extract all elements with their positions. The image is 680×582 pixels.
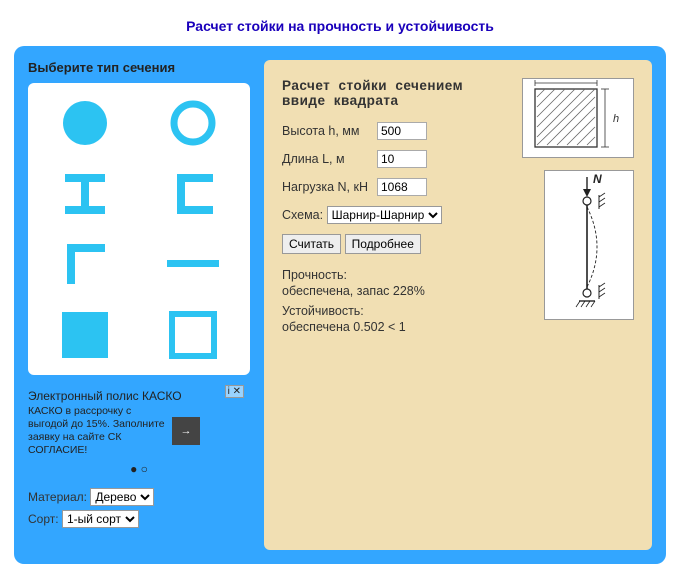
scheme-load-label: N xyxy=(593,172,602,186)
load-row: Нагрузка N, кН xyxy=(282,178,514,196)
circle-outline-icon xyxy=(169,99,217,147)
ad-arrow-button[interactable]: → xyxy=(172,417,200,445)
page-title: Расчет стойки на прочность и устойчивост… xyxy=(0,0,680,46)
left-column: Выберите тип сечения xyxy=(28,60,250,532)
shape-circle-filled[interactable] xyxy=(47,93,123,153)
scheme-diagram-svg: N xyxy=(545,171,633,319)
bar-icon xyxy=(165,240,221,288)
shape-angle[interactable] xyxy=(47,234,123,294)
length-input[interactable] xyxy=(377,150,427,168)
angle-icon xyxy=(61,240,109,288)
material-select[interactable]: Дерево xyxy=(90,488,154,506)
shape-channel[interactable] xyxy=(155,164,231,224)
diagram-column: h N xyxy=(522,78,634,490)
section-diagram: h xyxy=(522,78,634,158)
shape-bar[interactable] xyxy=(155,234,231,294)
sort-row: Сорт: 1-ый сорт xyxy=(28,510,250,528)
scheme-diagram: N xyxy=(544,170,634,320)
scheme-row: Схема: Шарнир-Шарнир xyxy=(282,206,514,224)
ad-badge[interactable]: i ✕ xyxy=(225,385,244,398)
shape-square-outline[interactable] xyxy=(155,305,231,365)
height-row: Высота h, мм xyxy=(282,122,514,140)
material-label: Материал: xyxy=(28,490,87,504)
load-input[interactable] xyxy=(377,178,427,196)
ad-block: i ✕ Электронный полис КАСКО КАСКО в расс… xyxy=(28,385,250,484)
height-input[interactable] xyxy=(377,122,427,140)
square-outline-icon xyxy=(168,310,218,360)
strength-value: обеспечена, запас 228% xyxy=(282,284,514,298)
scheme-label: Схема: xyxy=(282,208,323,222)
form-area: Расчет стойки сечением ввиде квадрата Вы… xyxy=(282,78,514,490)
material-row: Материал: Дерево xyxy=(28,488,250,506)
stability-label: Устойчивость: xyxy=(282,304,514,318)
ad-text: КАСКО в рассрочку с выгодой до 15%. Запо… xyxy=(28,405,168,458)
ad-title: Электронный полис КАСКО xyxy=(28,389,250,403)
main-container: Выберите тип сечения xyxy=(14,46,666,564)
length-label: Длина L, м xyxy=(282,152,377,166)
sort-select[interactable]: 1-ый сорт xyxy=(62,510,139,528)
calc-title: Расчет стойки сечением ввиде квадрата xyxy=(282,78,514,108)
section-dim-label: h xyxy=(613,113,619,125)
strength-label: Прочность: xyxy=(282,268,514,282)
calc-panel: Расчет стойки сечением ввиде квадрата Вы… xyxy=(264,60,652,550)
ad-pagination-dots[interactable]: ● ○ xyxy=(28,462,250,476)
ibeam-icon xyxy=(61,170,109,218)
circle-filled-icon xyxy=(61,99,109,147)
load-label: Нагрузка N, кН xyxy=(282,180,377,194)
channel-icon xyxy=(169,170,217,218)
shape-square-filled[interactable] xyxy=(47,305,123,365)
square-filled-icon xyxy=(60,310,110,360)
height-label: Высота h, мм xyxy=(282,124,377,138)
more-button[interactable]: Подробнее xyxy=(345,234,421,254)
shape-ibeam[interactable] xyxy=(47,164,123,224)
length-row: Длина L, м xyxy=(282,150,514,168)
shape-picker xyxy=(28,83,250,375)
shape-circle-outline[interactable] xyxy=(155,93,231,153)
section-type-label: Выберите тип сечения xyxy=(28,60,250,75)
sort-label: Сорт: xyxy=(28,512,59,526)
stability-value: обеспечена 0.502 < 1 xyxy=(282,320,514,334)
buttons-row: Считать Подробнее xyxy=(282,234,514,254)
section-diagram-svg: h xyxy=(523,79,633,157)
calc-button[interactable]: Считать xyxy=(282,234,341,254)
scheme-select[interactable]: Шарнир-Шарнир xyxy=(327,206,442,224)
